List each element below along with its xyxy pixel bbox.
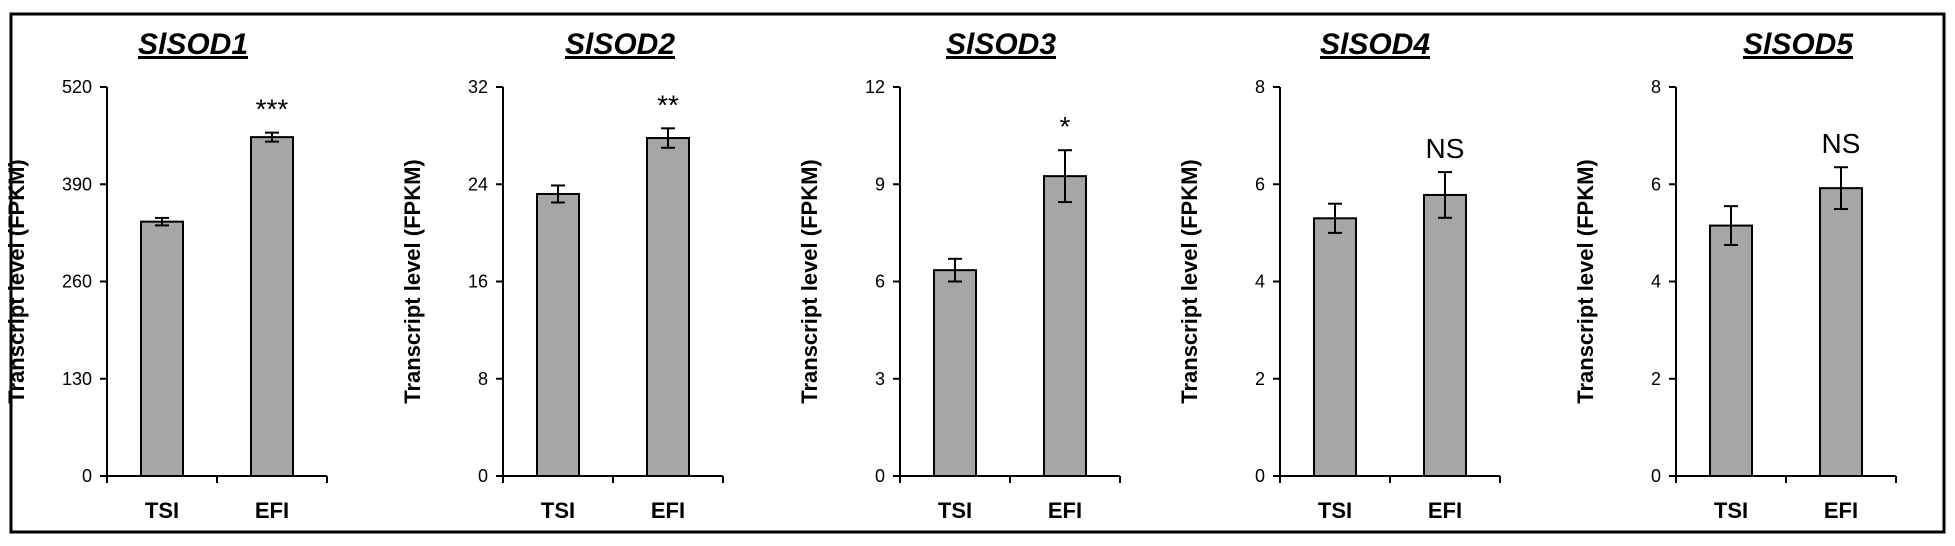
y-tick-label: 4	[1651, 272, 1661, 292]
x-tick-label: EFI	[255, 498, 289, 523]
significance-label: NS	[1426, 133, 1465, 164]
significance-label: *	[1060, 111, 1071, 142]
y-tick-label: 260	[62, 272, 92, 292]
x-tick-label: TSI	[1714, 498, 1748, 523]
y-tick-label: 0	[1255, 466, 1265, 486]
bar	[140, 220, 184, 477]
y-tick-label: 0	[1651, 466, 1661, 486]
y-tick-label: 8	[1651, 77, 1661, 97]
y-tick-label: 0	[478, 466, 488, 486]
y-tick-label: 0	[82, 466, 92, 486]
y-axis-label: Transcript level (FPKM)	[4, 159, 29, 404]
y-tick-label: 390	[62, 174, 92, 194]
chart-panel: SlSOD3 Transcript level (FPKM) 0 3 6 9 12 TSI EF…	[797, 28, 1121, 523]
y-tick-label: 16	[468, 272, 488, 292]
figure-frame	[9, 12, 1946, 534]
y-axis-label: Transcript level (FPKM)	[1573, 159, 1598, 404]
x-tick-label: TSI	[541, 498, 575, 523]
chart-panel: SlSOD5 Transcript level (FPKM) 0 2 4 6 8 TSI EFI…	[1573, 28, 1897, 523]
chart-panel: SlSOD2 Transcript level (FPKM) 0 8 16 24 32 TSI…	[400, 28, 724, 523]
y-tick-label: 3	[875, 369, 885, 389]
x-tick-label: EFI	[1824, 498, 1858, 523]
y-tick-label: 2	[1255, 369, 1265, 389]
x-tick-label: EFI	[1048, 498, 1082, 523]
y-tick-label: 6	[1651, 174, 1661, 194]
y-tick-label: 24	[468, 174, 488, 194]
significance-label: ***	[256, 94, 289, 125]
y-axis-label: Transcript level (FPKM)	[797, 159, 822, 404]
y-tick-label: 4	[1255, 272, 1265, 292]
bar	[536, 192, 580, 477]
chart-panel: SlSOD1 Transcript level (FPKM) 0 130 260 390 5…	[4, 28, 328, 523]
y-tick-label: 6	[875, 272, 885, 292]
bar	[646, 137, 690, 477]
y-tick-label: 6	[1255, 174, 1265, 194]
y-tick-label: 520	[62, 77, 92, 97]
x-tick-label: TSI	[1318, 498, 1352, 523]
significance-label: **	[657, 89, 679, 120]
y-tick-label: 0	[875, 466, 885, 486]
bar	[1709, 224, 1753, 477]
y-tick-label: 8	[1255, 77, 1265, 97]
x-tick-label: EFI	[651, 498, 685, 523]
y-tick-label: 8	[478, 369, 488, 389]
x-tick-label: TSI	[145, 498, 179, 523]
y-tick-label: 32	[468, 77, 488, 97]
x-tick-label: TSI	[938, 498, 972, 523]
y-axis-label: Transcript level (FPKM)	[400, 159, 425, 404]
y-tick-label: 12	[865, 77, 885, 97]
chart-title: SlSOD1	[138, 28, 248, 61]
y-tick-label: 9	[875, 174, 885, 194]
chart-panel: SlSOD4 Transcript level (FPKM) 0 2 4 6 8 TSI EFI…	[1177, 28, 1501, 523]
chart-title: SlSOD2	[565, 28, 675, 61]
y-tick-label: 130	[62, 369, 92, 389]
bar	[1423, 193, 1467, 477]
bar	[933, 269, 977, 478]
y-axis-label: Transcript level (FPKM)	[1177, 159, 1202, 404]
chart-title: SlSOD5	[1743, 28, 1854, 61]
bar	[1043, 175, 1087, 477]
significance-label: NS	[1822, 128, 1861, 159]
chart-title: SlSOD3	[946, 28, 1056, 61]
bar	[250, 136, 294, 477]
chart-title: SlSOD4	[1320, 28, 1430, 61]
y-tick-label: 2	[1651, 369, 1661, 389]
bar	[1819, 187, 1863, 477]
bar	[1313, 217, 1357, 477]
x-tick-label: EFI	[1428, 498, 1462, 523]
